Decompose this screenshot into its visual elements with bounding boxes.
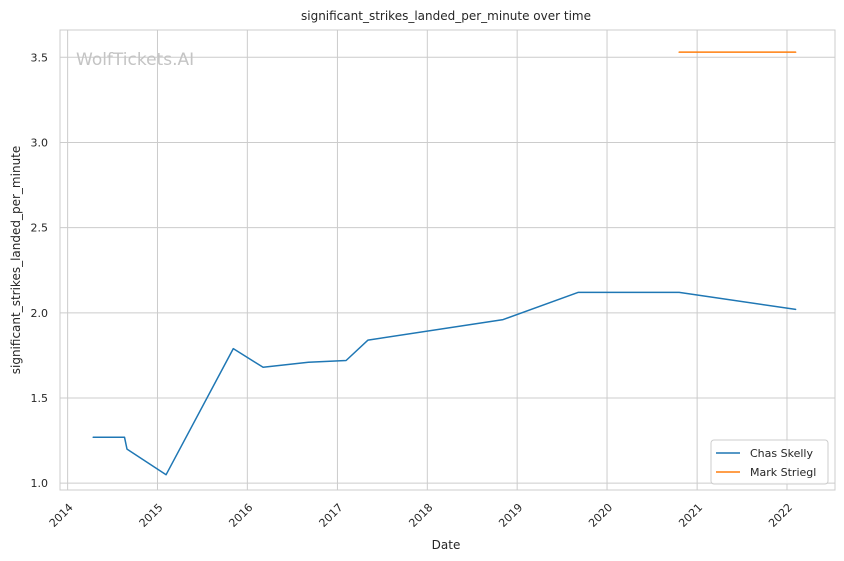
x-tick-label: 2017 bbox=[317, 501, 346, 530]
x-tick-label: 2015 bbox=[137, 501, 166, 530]
x-tick-label: 2014 bbox=[47, 501, 76, 530]
legend-box bbox=[710, 439, 829, 485]
y-tick-labels: 1.0 1.5 2.0 2.5 3.0 3.5 bbox=[31, 51, 49, 490]
x-tick-label: 2018 bbox=[406, 501, 435, 530]
chart-title: significant_strikes_landed_per_minute ov… bbox=[301, 9, 591, 23]
x-axis-label: Date bbox=[432, 538, 461, 552]
x-tick-label: 2020 bbox=[586, 501, 615, 530]
y-tick-label: 2.0 bbox=[31, 307, 49, 320]
series-lines bbox=[92, 51, 797, 476]
x-tick-label: 2019 bbox=[496, 501, 525, 530]
y-axis-label: significant_strikes_landed_per_minute bbox=[9, 146, 23, 375]
y-tick-label: 3.5 bbox=[31, 51, 49, 64]
legend-label-chas-skelly: Chas Skelly bbox=[750, 447, 813, 460]
y-tick-label: 2.5 bbox=[31, 222, 49, 235]
y-tick-label: 1.0 bbox=[31, 477, 49, 490]
y-tick-label: 1.5 bbox=[31, 392, 49, 405]
legend: Chas Skelly Mark Striegl bbox=[710, 439, 829, 485]
x-tick-label: 2021 bbox=[676, 501, 705, 530]
legend-label-mark-striegl: Mark Striegl bbox=[750, 466, 816, 479]
x-tick-labels: 2014 2015 2016 2017 2018 2019 2020 2021 2022 bbox=[47, 501, 795, 530]
y-tick-label: 3.0 bbox=[31, 136, 49, 149]
watermark: WolfTickets.AI bbox=[76, 50, 194, 70]
series-line-chas-skelly bbox=[92, 291, 797, 476]
grid bbox=[60, 30, 835, 490]
plot-area-frame bbox=[59, 29, 836, 491]
x-tick-label: 2022 bbox=[766, 501, 795, 530]
x-tick-label: 2016 bbox=[226, 501, 255, 530]
